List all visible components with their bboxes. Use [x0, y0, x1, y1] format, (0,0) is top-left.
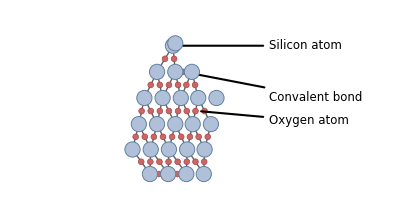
Circle shape — [169, 134, 175, 140]
Circle shape — [202, 108, 208, 114]
Circle shape — [133, 134, 138, 140]
Circle shape — [157, 82, 163, 88]
Circle shape — [139, 108, 145, 114]
Circle shape — [184, 159, 189, 165]
Circle shape — [184, 108, 189, 114]
Text: Convalent bond: Convalent bond — [186, 72, 362, 104]
Text: Oxygen atom: Oxygen atom — [201, 111, 349, 127]
Circle shape — [196, 134, 202, 140]
Circle shape — [187, 134, 193, 140]
Circle shape — [151, 134, 157, 140]
Circle shape — [175, 159, 180, 165]
Circle shape — [174, 171, 180, 177]
Circle shape — [125, 142, 140, 157]
Circle shape — [171, 56, 177, 62]
Circle shape — [192, 82, 198, 88]
Circle shape — [142, 166, 158, 182]
Circle shape — [148, 82, 154, 88]
Circle shape — [184, 82, 189, 88]
Circle shape — [209, 90, 224, 106]
Circle shape — [193, 159, 198, 165]
Circle shape — [178, 134, 184, 140]
Circle shape — [196, 166, 211, 182]
Text: Silicon atom: Silicon atom — [176, 39, 342, 52]
Circle shape — [156, 159, 162, 165]
Circle shape — [149, 64, 165, 79]
Circle shape — [193, 108, 198, 114]
Circle shape — [181, 69, 186, 75]
Circle shape — [155, 90, 170, 106]
Circle shape — [143, 142, 158, 157]
Circle shape — [157, 108, 163, 114]
Circle shape — [166, 82, 172, 88]
Circle shape — [149, 116, 165, 132]
Circle shape — [162, 142, 176, 157]
Circle shape — [148, 108, 154, 114]
Circle shape — [161, 166, 176, 182]
Circle shape — [185, 116, 200, 132]
Circle shape — [166, 108, 172, 114]
Circle shape — [175, 82, 181, 88]
Circle shape — [168, 64, 183, 79]
Circle shape — [137, 90, 152, 106]
Circle shape — [179, 166, 194, 182]
Circle shape — [203, 116, 219, 132]
Circle shape — [173, 90, 188, 106]
Circle shape — [147, 159, 153, 165]
Circle shape — [156, 171, 162, 177]
Circle shape — [197, 142, 212, 157]
Circle shape — [205, 134, 211, 140]
Circle shape — [138, 159, 144, 165]
Circle shape — [175, 108, 181, 114]
Circle shape — [184, 64, 200, 79]
Circle shape — [162, 56, 168, 62]
Circle shape — [165, 38, 180, 53]
Circle shape — [160, 134, 166, 140]
Circle shape — [142, 134, 148, 140]
Circle shape — [191, 90, 206, 106]
Circle shape — [168, 116, 183, 132]
Circle shape — [201, 159, 207, 165]
Circle shape — [166, 159, 171, 165]
Circle shape — [168, 36, 183, 51]
Circle shape — [131, 116, 147, 132]
Circle shape — [180, 142, 195, 157]
